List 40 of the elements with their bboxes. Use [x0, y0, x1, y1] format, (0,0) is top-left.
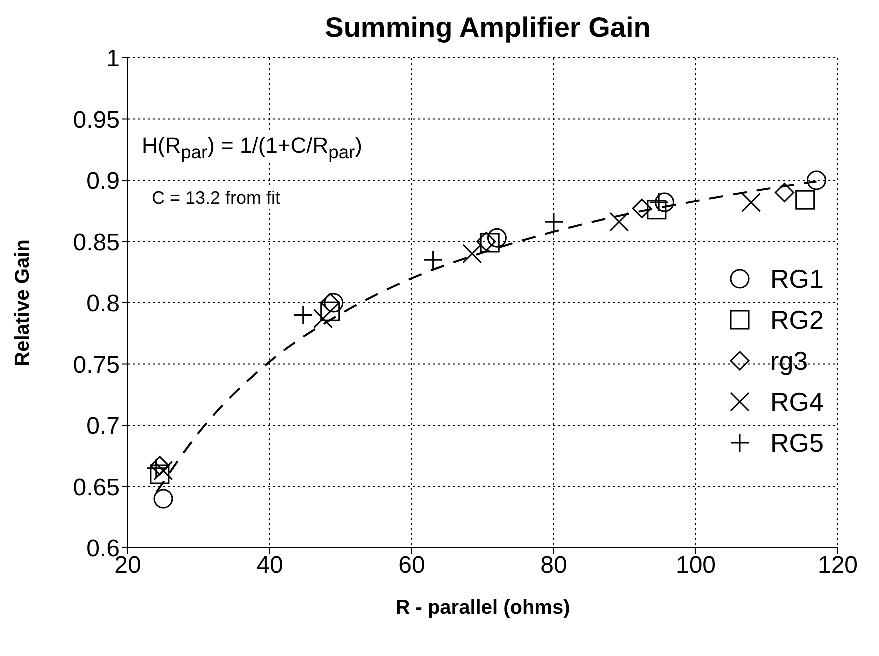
x-tick-label: 100 [676, 552, 716, 580]
point [655, 192, 675, 212]
point [320, 302, 340, 322]
x-tick-label: 80 [540, 552, 568, 580]
annotation: C = 13.2 from fit [152, 188, 281, 209]
point [480, 233, 500, 253]
point [647, 200, 667, 220]
x-tick-label: 120 [818, 552, 858, 580]
point [796, 190, 816, 210]
legend-label: RG5 [770, 428, 824, 459]
point [150, 464, 170, 484]
annotation: H(R$_{par}$) = 1/(1+C/R$_{par}$) [142, 133, 362, 164]
point [487, 228, 507, 248]
legend-label: RG4 [770, 386, 824, 418]
x-axis-title: R - parallel (ohms) [396, 597, 570, 619]
y-tick-label: 0.95 [73, 106, 120, 134]
point [775, 183, 794, 202]
point [806, 170, 826, 190]
y-tick-label: 0.9 [86, 168, 120, 196]
y-tick-label: 0.65 [73, 474, 120, 502]
point [632, 198, 652, 218]
point [314, 309, 333, 329]
x-tick-label: 60 [398, 552, 426, 580]
y-tick-label: 0.8 [86, 290, 120, 318]
point [742, 192, 762, 212]
y-tick-label: 0.75 [73, 352, 120, 379]
point [324, 293, 344, 313]
y-axis-title: Relative Gain [12, 240, 34, 366]
chart-title: Summing Amplifier Gain [325, 12, 651, 43]
legend-label: RG1 [770, 264, 824, 295]
point [610, 212, 630, 232]
legend-label: rg3 [770, 346, 808, 377]
point [154, 489, 174, 509]
y-tick-label: 0.85 [73, 229, 120, 256]
y-tick-label: 1 [106, 46, 120, 73]
y-tick-label: 0.7 [86, 413, 120, 440]
legend-label: RG2 [770, 304, 824, 336]
point [462, 244, 482, 264]
point [476, 232, 496, 252]
x-tick-label: 40 [256, 552, 284, 580]
